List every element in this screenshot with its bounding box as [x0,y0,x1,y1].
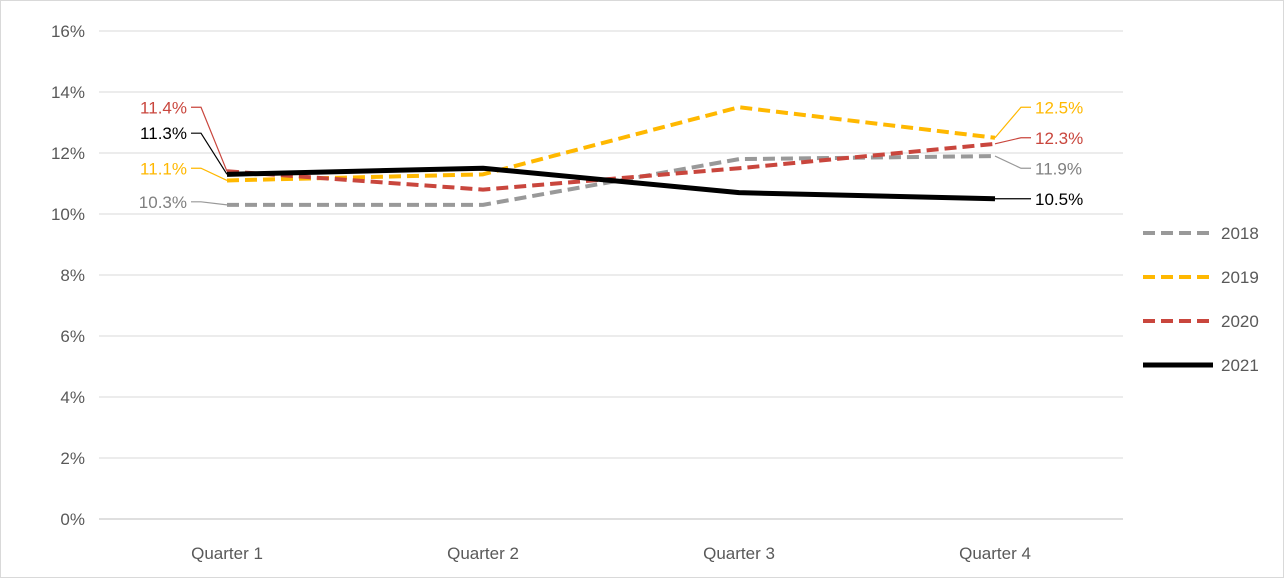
y-tick-label: 12% [51,144,85,163]
series-lines [226,105,996,207]
data-label: 12.3% [1035,129,1083,148]
data-label: 10.3% [139,193,187,212]
y-tick-label: 8% [60,266,85,285]
data-label: 12.5% [1035,98,1083,117]
y-tick-label: 14% [51,83,85,102]
gridlines [99,30,1123,520]
y-tick-label: 0% [60,510,85,529]
y-tick-label: 4% [60,388,85,407]
data-label: 11.4% [140,98,187,117]
legend-label: 2020 [1221,312,1259,331]
leader-line [191,106,228,172]
x-tick-label: Quarter 4 [959,544,1031,563]
legend: 2018 2019 2020 2021 [1143,224,1259,375]
leader-line [994,155,1031,169]
data-label: 11.1% [140,159,187,178]
data-label: 11.3% [140,124,187,143]
leader-line [191,167,228,181]
legend-label: 2021 [1221,356,1259,375]
y-tick-label: 16% [51,22,85,41]
leader-line [994,106,1031,139]
y-tick-label: 10% [51,205,85,224]
x-axis-ticks: Quarter 1 Quarter 2 Quarter 3 Quarter 4 [191,544,1031,563]
y-tick-label: 6% [60,327,85,346]
x-tick-label: Quarter 1 [191,544,263,563]
series-line-2019 [226,105,996,183]
legend-label: 2018 [1221,224,1259,243]
legend-label: 2019 [1221,268,1259,287]
data-label: 11.9% [1035,159,1082,178]
y-tick-label: 2% [60,449,85,468]
x-tick-label: Quarter 2 [447,544,519,563]
series-line-2021 [226,165,996,202]
data-labels: 10.3% 11.9% 11.1% 12.5% 11.4% 12.3% 11.3% 10.5% [139,98,1083,212]
data-label: 10.5% [1035,190,1083,209]
leader-line [994,137,1031,145]
leader-line [191,201,228,206]
x-tick-label: Quarter 3 [703,544,775,563]
leader-line [191,132,228,175]
y-axis-ticks: 0% 2% 4% 6% 8% 10% 12% 14% 16% [51,22,85,529]
